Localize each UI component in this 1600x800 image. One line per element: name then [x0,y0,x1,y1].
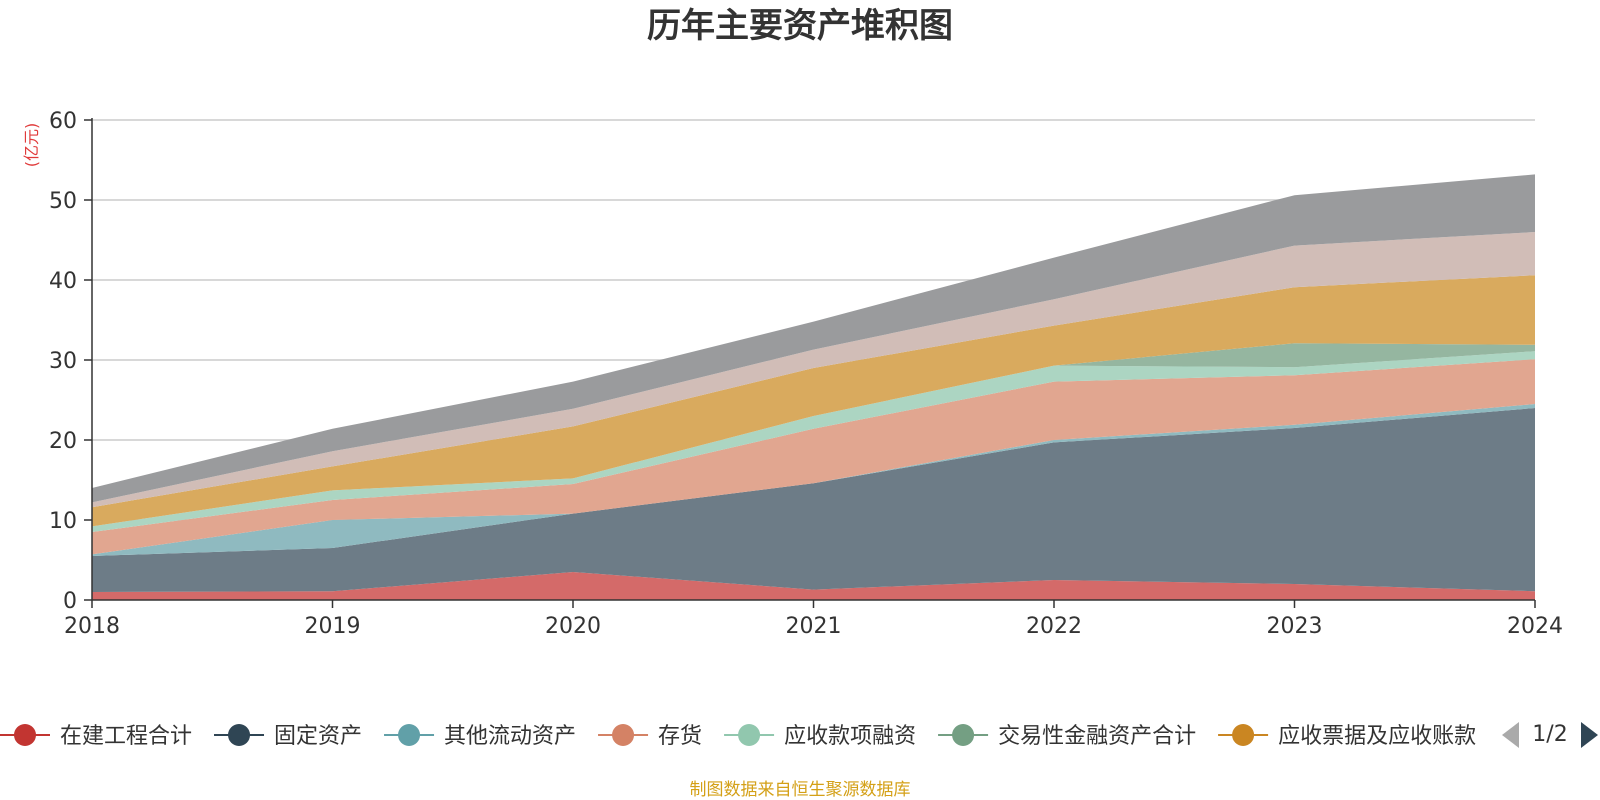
y-tick-label: 60 [49,109,77,134]
legend-item[interactable]: 应收款项融资 [724,724,916,749]
x-tick-label: 2019 [305,614,361,639]
legend-marker-icon [228,724,251,746]
y-tick-label: 0 [63,589,77,614]
legend-label: 存货 [658,724,702,749]
area-series-4 [92,351,1535,532]
legend-label: 固定资产 [274,724,362,749]
legend-item[interactable]: 应收票据及应收账款 [1218,724,1476,749]
data-source-note: 制图数据来自恒生聚源数据库 [690,780,911,800]
area-series-6 [92,275,1535,527]
legend-label: 其他流动资产 [444,724,576,749]
legend-label: 应收票据及应收账款 [1278,724,1476,749]
legend-marker-icon [612,724,635,746]
legend-item[interactable]: 存货 [598,724,702,749]
legend-item[interactable]: 固定资产 [214,724,362,749]
legend-item[interactable]: 在建工程合计 [0,724,192,749]
x-tick-label: 2018 [64,614,120,639]
chart-title: 历年主要资产堆积图 [647,6,953,46]
x-tick-label: 2021 [786,614,842,639]
y-axis-unit: (亿元) [22,123,41,168]
legend-next-page-icon[interactable] [1581,722,1598,748]
legend-pager[interactable]: 1/2 [1502,722,1598,748]
area-series [92,174,1535,600]
legend-label: 交易性金融资产合计 [998,724,1196,749]
legend-label: 在建工程合计 [60,724,192,749]
area-series-0 [92,572,1535,600]
legend[interactable]: 在建工程合计 固定资产 其他流动资产 存货 应收款项融资 交易性金融资产合计 应收票据及应收… [0,724,1476,749]
legend-marker-icon [738,724,761,746]
y-tick-label: 10 [49,509,77,534]
legend-marker-icon [1232,724,1255,746]
legend-item[interactable]: 交易性金融资产合计 [938,724,1196,749]
legend-prev-page-icon[interactable] [1502,722,1519,748]
legend-label: 应收款项融资 [784,724,916,749]
x-tick-label: 2024 [1507,614,1563,639]
area-series-2 [92,404,1535,556]
area-series-7 [92,232,1535,508]
y-tick-label: 50 [49,189,77,214]
area-series-1 [92,408,1535,592]
x-tick-label: 2020 [545,614,601,639]
y-tick-label: 40 [49,269,77,294]
area-series-8 [92,174,1535,503]
legend-item[interactable]: 其他流动资产 [384,724,576,749]
y-tick-label: 20 [49,429,77,454]
legend-marker-icon [952,724,975,746]
legend-page-indicator: 1/2 [1532,722,1567,747]
area-series-3 [92,359,1535,555]
legend-marker-icon [14,724,36,746]
legend-marker-icon [398,724,421,746]
x-tick-label: 2023 [1267,614,1323,639]
axes: 0 10 20 30 40 50 60 2018 2019 2020 2021 2022 2023 202… [49,109,1563,639]
y-tick-label: 30 [49,349,77,374]
x-tick-label: 2022 [1026,614,1082,639]
